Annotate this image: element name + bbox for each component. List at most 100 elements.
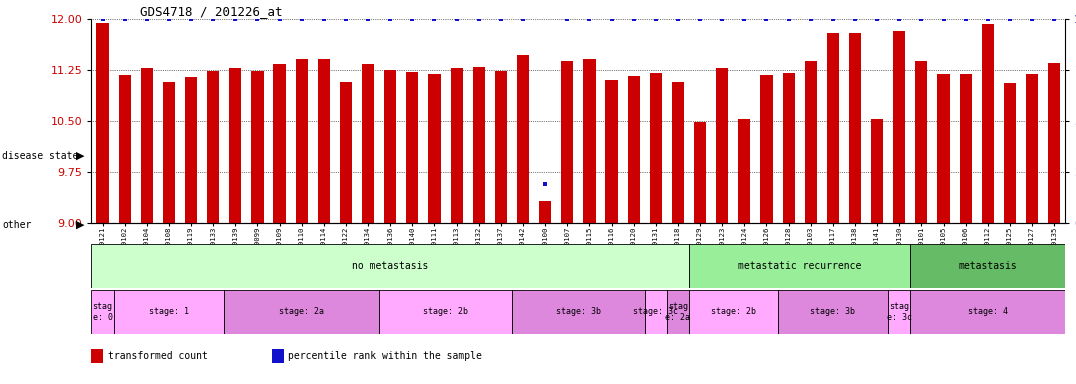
Bar — [91, 244, 689, 288]
Text: transformed count: transformed count — [108, 351, 208, 361]
Point — [1023, 16, 1040, 22]
Point — [514, 16, 532, 22]
Point — [204, 16, 222, 22]
Text: stag
e: 0: stag e: 0 — [93, 302, 113, 322]
Bar — [384, 70, 396, 223]
Bar — [252, 71, 264, 223]
Bar — [516, 55, 529, 223]
Point — [1002, 16, 1019, 22]
Point — [1046, 16, 1063, 22]
Point — [912, 16, 930, 22]
Text: GDS4718 / 201226_at: GDS4718 / 201226_at — [140, 5, 283, 18]
Bar — [272, 349, 284, 363]
Point — [581, 16, 598, 22]
Point — [692, 16, 709, 22]
Point — [160, 16, 178, 22]
Bar — [340, 82, 352, 223]
Bar — [379, 290, 512, 334]
Point — [669, 16, 686, 22]
Text: stage: 3b: stage: 3b — [810, 308, 855, 316]
Point — [758, 16, 775, 22]
Text: percentile rank within the sample: percentile rank within the sample — [288, 351, 482, 361]
Point — [94, 16, 111, 22]
Bar — [118, 75, 131, 223]
Point — [227, 16, 244, 22]
Bar — [224, 290, 379, 334]
Bar — [97, 23, 109, 223]
Text: ▶: ▶ — [76, 151, 85, 161]
Bar — [888, 290, 910, 334]
Bar — [650, 73, 662, 223]
Point — [249, 16, 266, 22]
Bar — [1025, 74, 1038, 223]
Point — [780, 16, 797, 22]
Text: metastasis: metastasis — [959, 261, 1017, 271]
Bar — [849, 33, 861, 223]
Text: stag
e: 3c: stag e: 3c — [887, 302, 911, 322]
Point — [957, 16, 974, 22]
Bar — [872, 119, 883, 223]
Point — [847, 16, 864, 22]
Point — [736, 16, 753, 22]
Point — [359, 16, 377, 22]
Point — [603, 16, 620, 22]
Text: stage: 3b: stage: 3b — [556, 308, 600, 316]
Bar — [362, 64, 374, 223]
Point — [979, 16, 996, 22]
Bar — [562, 61, 574, 223]
Point — [891, 16, 908, 22]
Bar — [937, 74, 950, 223]
Point — [183, 16, 200, 22]
Text: stage: 3c: stage: 3c — [634, 308, 678, 316]
Point — [138, 16, 155, 22]
Point — [426, 16, 443, 22]
Bar — [717, 68, 728, 223]
Bar — [162, 82, 175, 223]
Bar — [296, 58, 308, 223]
Bar — [738, 119, 750, 223]
Point — [713, 16, 731, 22]
Bar — [910, 244, 1065, 288]
Point — [470, 16, 487, 22]
Bar — [583, 58, 595, 223]
Text: stage: 2b: stage: 2b — [711, 308, 755, 316]
Bar — [671, 82, 684, 223]
Bar — [451, 68, 463, 223]
Bar — [689, 244, 910, 288]
Bar — [689, 290, 778, 334]
Bar — [805, 61, 817, 223]
Bar — [539, 201, 551, 223]
Bar — [826, 33, 839, 223]
Point — [647, 16, 664, 22]
Text: stag
e: 2a: stag e: 2a — [665, 302, 691, 322]
Text: ▶: ▶ — [76, 220, 85, 230]
Bar — [667, 290, 689, 334]
Point — [271, 16, 288, 22]
Bar — [645, 290, 667, 334]
Bar — [761, 75, 773, 223]
Bar — [185, 77, 197, 223]
Bar — [273, 64, 285, 223]
Bar — [229, 68, 241, 223]
Bar — [495, 71, 507, 223]
Point — [493, 16, 510, 22]
Text: stage: 1: stage: 1 — [148, 308, 189, 316]
Bar — [694, 122, 706, 223]
Point — [868, 16, 886, 22]
Point — [116, 16, 133, 22]
Bar — [91, 349, 103, 363]
Bar — [1048, 63, 1060, 223]
Point — [824, 16, 841, 22]
Point — [448, 16, 465, 22]
Bar — [207, 71, 220, 223]
Point — [625, 16, 642, 22]
Point — [315, 16, 332, 22]
Bar — [91, 290, 114, 334]
Text: other: other — [2, 220, 31, 230]
Bar — [1004, 83, 1016, 223]
Bar — [778, 290, 888, 334]
Bar — [472, 67, 485, 223]
Point — [404, 16, 421, 22]
Point — [802, 16, 819, 22]
Bar — [141, 68, 153, 223]
